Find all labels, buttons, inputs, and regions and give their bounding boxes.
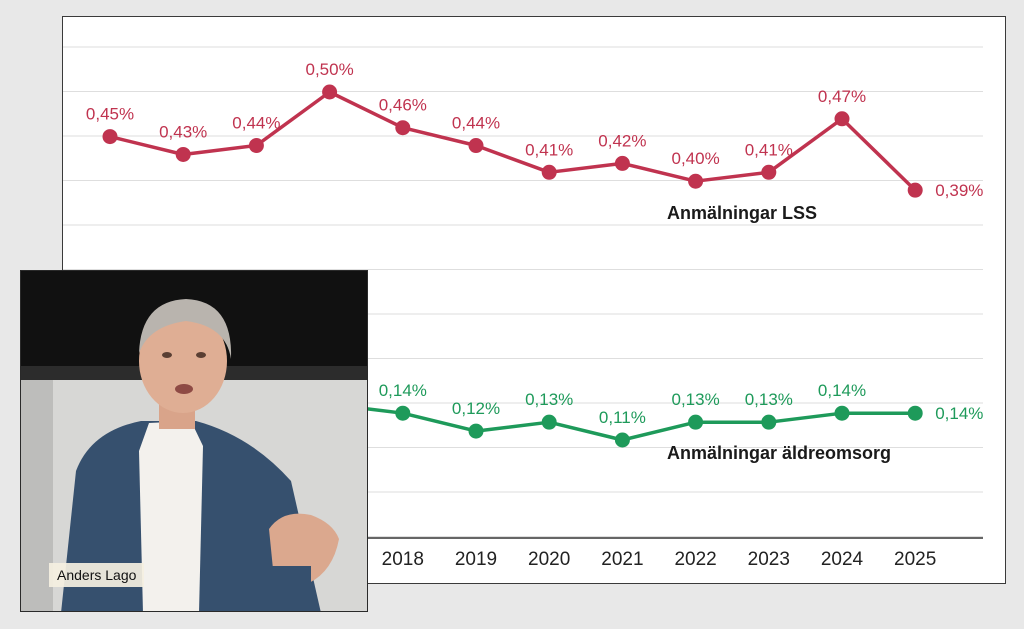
data-label: 0,14% — [935, 404, 983, 423]
portrait-photo: Anders Lago — [20, 270, 368, 612]
data-label: 0,41% — [745, 140, 793, 159]
data-label: 0,14% — [379, 381, 427, 400]
data-point — [102, 129, 118, 145]
data-label: 0,39% — [935, 181, 983, 200]
data-label: 0,12% — [452, 399, 500, 418]
data-label: 0,40% — [671, 149, 719, 168]
data-point — [834, 111, 850, 127]
data-point — [614, 432, 630, 448]
data-point — [322, 84, 338, 100]
series-line-lss — [109, 90, 917, 192]
data-label: 0,46% — [379, 96, 427, 115]
data-point — [834, 405, 850, 421]
data-label: 0,43% — [159, 122, 207, 141]
data-label: 0,42% — [598, 131, 646, 150]
x-tick-label: 2018 — [382, 549, 424, 570]
data-point — [468, 138, 484, 154]
series-layer — [102, 84, 923, 448]
data-label: 0,11% — [599, 408, 646, 427]
x-tick-label: 2025 — [894, 549, 936, 570]
x-tick-label: 2019 — [455, 549, 497, 570]
x-tick-label: 2022 — [674, 549, 716, 570]
series-name-aldreomsorg: Anmälningar äldreomsorg — [667, 443, 891, 463]
data-point — [688, 173, 704, 189]
data-label: 0,41% — [525, 140, 573, 159]
data-point — [688, 414, 704, 430]
data-point — [761, 414, 777, 430]
data-point — [468, 423, 484, 439]
data-label: 0,44% — [452, 114, 500, 133]
data-label: 0,13% — [745, 390, 793, 409]
data-point — [248, 138, 264, 154]
data-label: 0,14% — [818, 381, 866, 400]
photo-caption: Anders Lago — [49, 563, 145, 587]
data-point — [907, 182, 923, 198]
data-label: 0,45% — [86, 105, 134, 124]
data-point — [175, 146, 191, 162]
x-tick-label: 2020 — [528, 549, 570, 570]
label-layer: 0,45% 0,43% 0,44% 0,50% 0,46% 0,44% 0,41% 0,42%… — [86, 60, 984, 463]
data-point — [541, 164, 557, 180]
data-label: 0,50% — [305, 60, 353, 79]
data-point — [761, 164, 777, 180]
x-tick-label: 2023 — [748, 549, 790, 570]
data-point — [395, 405, 411, 421]
data-label: 0,44% — [232, 114, 280, 133]
portrait-illustration — [21, 271, 367, 611]
data-label: 0,13% — [525, 390, 573, 409]
x-tick-label: 2024 — [821, 549, 864, 570]
x-tick-label: 2021 — [601, 549, 643, 570]
data-point — [614, 155, 630, 171]
data-point — [541, 414, 557, 430]
data-label: 0,47% — [818, 87, 866, 106]
data-point — [395, 120, 411, 136]
data-label: 0,13% — [671, 390, 719, 409]
data-point — [907, 405, 923, 421]
series-name-lss: Anmälningar LSS — [667, 203, 817, 223]
